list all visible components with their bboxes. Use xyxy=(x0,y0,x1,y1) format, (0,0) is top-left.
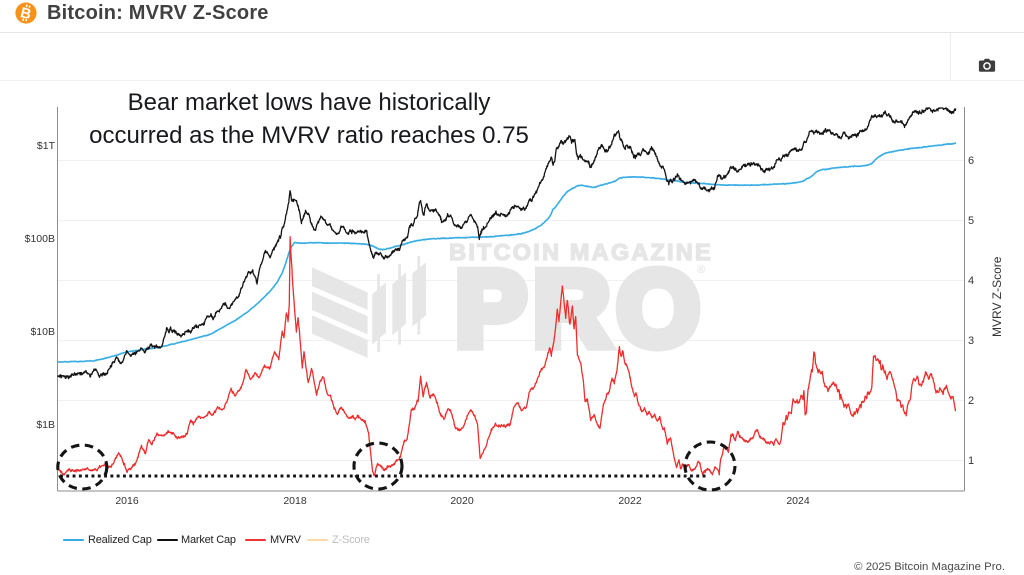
svg-text:BITCOIN MAGAZINE: BITCOIN MAGAZINE xyxy=(449,239,713,265)
svg-text:®: ® xyxy=(697,264,705,276)
svg-text:PRO: PRO xyxy=(456,250,707,368)
svg-text:B: B xyxy=(19,5,33,23)
